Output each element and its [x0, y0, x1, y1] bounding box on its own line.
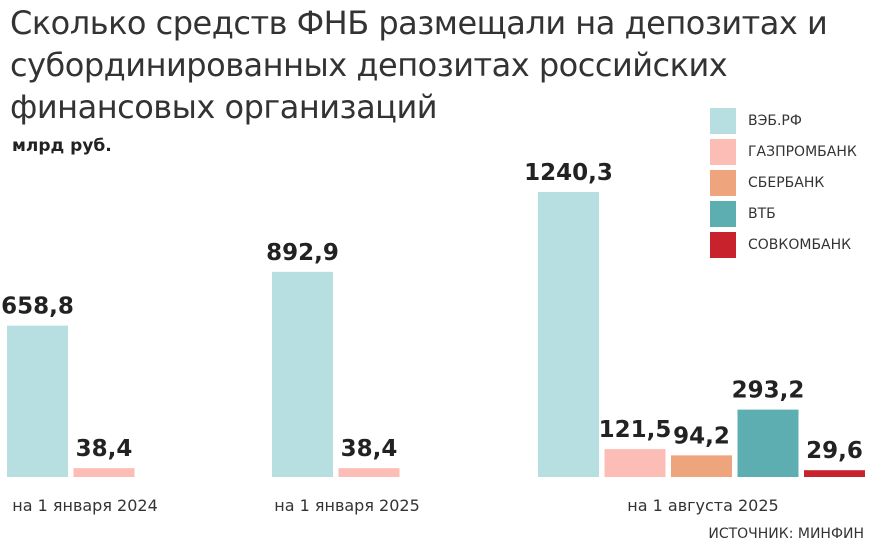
- bar: [804, 470, 865, 477]
- legend-swatch: [710, 107, 736, 134]
- legend-label: ВЭБ.РФ: [748, 112, 802, 129]
- category-label: на 1 января 2024: [12, 496, 158, 515]
- legend-swatch: [710, 200, 736, 227]
- legend-item: СБЕРБАНК: [710, 167, 857, 198]
- source-note: ИСТОЧНИК: МИНФИН: [708, 526, 864, 542]
- bar: [272, 271, 333, 477]
- legend-label: ГАЗПРОМБАНК: [748, 143, 857, 160]
- legend-label: ВТБ: [748, 205, 776, 222]
- legend-swatch: [710, 169, 736, 196]
- data-label: 121,5: [599, 417, 672, 443]
- category-label: на 1 января 2025: [274, 496, 420, 515]
- data-label: 38,4: [76, 436, 133, 462]
- bar: [737, 409, 799, 477]
- legend-swatch: [710, 231, 736, 258]
- legend-label: СБЕРБАНК: [748, 174, 825, 191]
- legend: ВЭБ.РФ ГАЗПРОМБАНК СБЕРБАНК ВТБ СОВКОМБАНК: [710, 105, 857, 260]
- data-label: 94,2: [673, 423, 730, 449]
- legend-item: ВЭБ.РФ: [710, 105, 857, 136]
- data-label: 658,8: [1, 294, 74, 320]
- legend-label: СОВКОМБАНК: [748, 236, 852, 253]
- bar: [73, 468, 135, 477]
- bar: [7, 325, 68, 477]
- category-label: на 1 августа 2025: [627, 496, 778, 515]
- data-label: 293,2: [732, 378, 805, 404]
- data-label: 892,9: [266, 240, 339, 266]
- legend-item: СОВКОМБАНК: [710, 229, 857, 260]
- unit-label: млрд руб.: [12, 136, 112, 156]
- chart-title: Сколько средств ФНБ размещали на депозит…: [10, 4, 828, 126]
- data-label: 29,6: [806, 438, 863, 464]
- data-label: 1240,3: [524, 160, 613, 186]
- bar: [538, 192, 599, 477]
- legend-item: ВТБ: [710, 198, 857, 229]
- legend-item: ГАЗПРОМБАНК: [710, 136, 857, 167]
- data-label: 38,4: [341, 436, 398, 462]
- bar: [338, 468, 400, 477]
- bar: [604, 449, 666, 477]
- bar: [671, 455, 732, 477]
- legend-swatch: [710, 138, 736, 165]
